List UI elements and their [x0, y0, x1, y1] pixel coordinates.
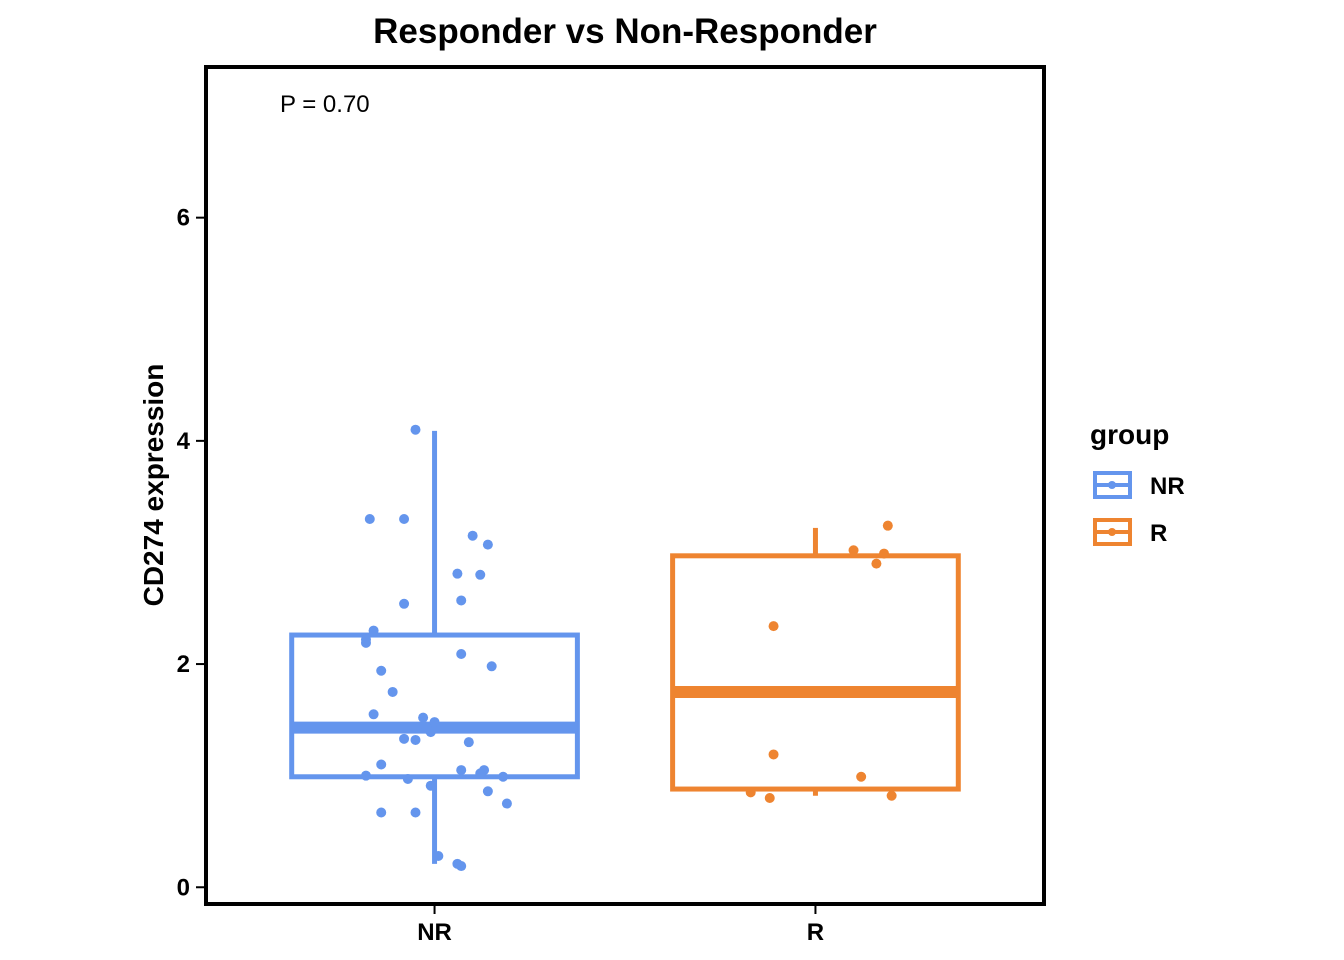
- data-point: [871, 558, 882, 569]
- data-point: [456, 861, 467, 872]
- data-point: [456, 649, 467, 660]
- data-point: [364, 513, 375, 524]
- data-point: [376, 807, 387, 818]
- box-nr: [289, 430, 580, 864]
- y-tick-label: 2: [177, 651, 190, 678]
- data-point: [456, 765, 467, 776]
- data-point: [360, 770, 371, 781]
- points-r: [745, 520, 897, 803]
- plot-border: [204, 65, 1046, 906]
- legend-key-nr: [1093, 471, 1132, 499]
- x-tick-label: NR: [417, 919, 452, 946]
- data-point: [768, 621, 779, 632]
- legend-title: group: [1090, 419, 1169, 450]
- data-point: [399, 733, 410, 744]
- data-point: [399, 513, 410, 524]
- legend-key-point: [1108, 528, 1116, 536]
- y-tick-label: 0: [177, 874, 190, 901]
- y-tick-label: 4: [177, 428, 191, 455]
- data-point: [425, 780, 436, 791]
- data-point: [475, 768, 486, 779]
- data-point: [410, 424, 421, 435]
- legend-key-r: [1093, 518, 1132, 546]
- legend-item-r: R: [1093, 518, 1167, 547]
- data-point: [745, 787, 756, 798]
- box-iqr: [289, 632, 580, 780]
- plot-area: P = 0.70: [204, 65, 1046, 906]
- legend-label: R: [1150, 520, 1167, 547]
- data-point: [463, 737, 474, 748]
- data-point: [482, 539, 493, 550]
- legend-item-nr: NR: [1093, 471, 1185, 500]
- p-value-annotation: P = 0.70: [280, 91, 370, 118]
- data-point: [387, 686, 398, 697]
- legend-items: NR R: [1093, 471, 1185, 547]
- data-point: [856, 771, 867, 782]
- legend-key-point: [1108, 481, 1116, 489]
- data-point: [467, 530, 478, 541]
- data-point: [410, 807, 421, 818]
- data-point: [882, 520, 893, 531]
- data-point: [482, 786, 493, 797]
- data-point: [433, 851, 444, 862]
- boxes-layer: [289, 430, 961, 864]
- x-tick-label: R: [807, 919, 824, 946]
- data-point: [452, 568, 463, 579]
- y-axis-title: CD274 expression: [138, 364, 169, 607]
- y-tick-label: 6: [177, 205, 190, 232]
- data-point: [402, 774, 413, 785]
- data-point: [418, 712, 429, 723]
- data-point: [376, 759, 387, 770]
- data-point: [768, 749, 779, 760]
- y-axis: 0 2 4 6: [177, 205, 204, 901]
- data-point: [764, 792, 775, 803]
- data-point: [498, 771, 509, 782]
- data-point: [425, 727, 436, 738]
- data-point: [501, 798, 512, 809]
- data-point: [368, 625, 379, 636]
- data-point: [399, 598, 410, 609]
- data-point: [429, 717, 440, 728]
- box-r: [670, 527, 961, 796]
- data-point: [456, 595, 467, 606]
- legend-label: NR: [1150, 473, 1185, 500]
- points-nr: [360, 424, 512, 872]
- chart-title: Responder vs Non-Responder: [373, 12, 877, 51]
- legend: group NR R: [1090, 419, 1185, 547]
- data-point: [486, 661, 497, 672]
- data-point: [360, 637, 371, 648]
- data-point: [376, 665, 387, 676]
- box-iqr: [670, 553, 961, 792]
- data-point: [848, 545, 859, 556]
- x-axis: NR R: [417, 906, 824, 946]
- data-point: [886, 790, 897, 801]
- data-point: [879, 548, 890, 559]
- data-point: [410, 734, 421, 745]
- data-point: [368, 709, 379, 720]
- data-point: [475, 569, 486, 580]
- points-layer: [360, 424, 897, 872]
